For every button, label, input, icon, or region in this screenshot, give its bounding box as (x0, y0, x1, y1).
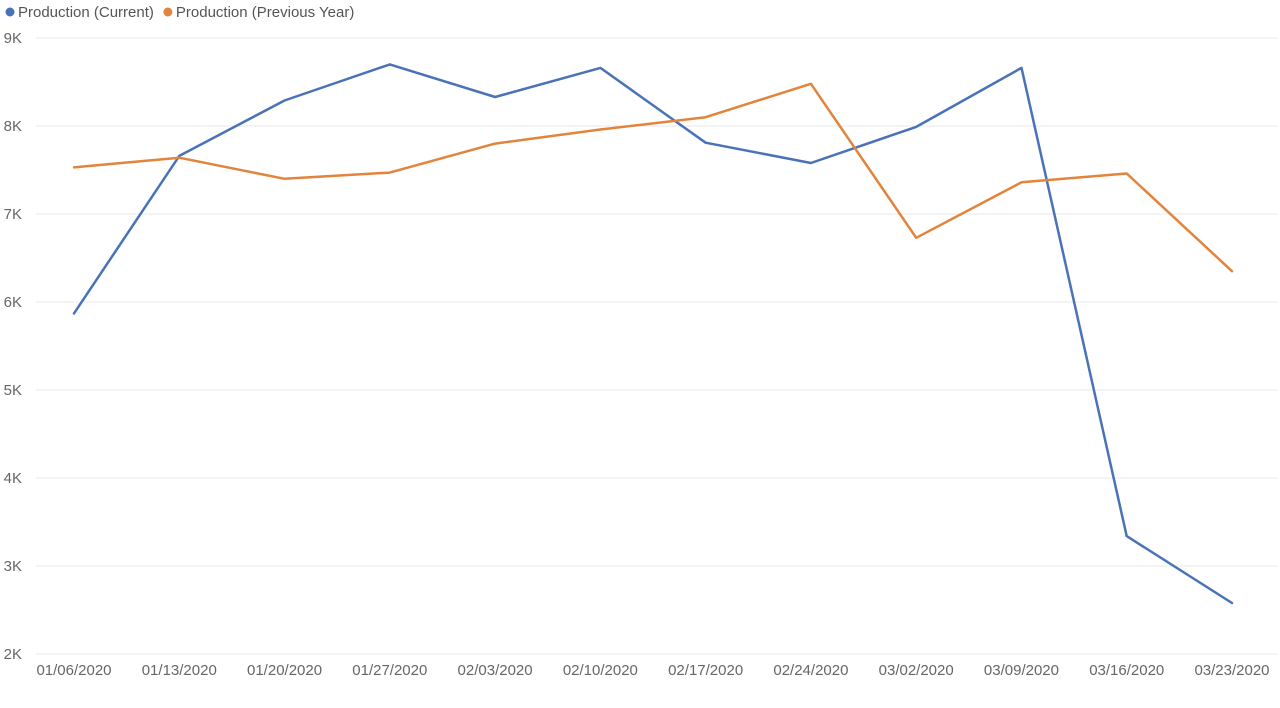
y-tick-label: 9K (4, 30, 22, 47)
data-point-series-0[interactable] (1124, 533, 1130, 539)
x-tick-label: 01/13/2020 (142, 662, 217, 679)
series-line-1 (72, 82, 1234, 273)
y-tick-label: 3K (4, 558, 22, 575)
data-point-series-0[interactable] (71, 310, 77, 316)
data-point-series-1[interactable] (808, 81, 814, 87)
x-tick-label: 03/09/2020 (984, 662, 1059, 679)
data-point-series-0[interactable] (913, 124, 919, 130)
series-line-0 (72, 63, 1234, 605)
legend-label: Production (Previous Year) (176, 4, 354, 21)
data-point-series-0[interactable] (703, 140, 709, 146)
x-tick-label: 03/02/2020 (879, 662, 954, 679)
data-point-series-0[interactable] (1018, 65, 1024, 71)
data-point-series-1[interactable] (176, 155, 182, 161)
data-point-series-0[interactable] (387, 61, 393, 67)
data-point-series-1[interactable] (1124, 171, 1130, 177)
data-point-series-1[interactable] (703, 114, 709, 120)
x-tick-label: 03/23/2020 (1194, 662, 1269, 679)
legend-label: Production (Current) (18, 4, 154, 21)
data-point-series-1[interactable] (913, 235, 919, 241)
x-axis: 01/06/2020 01/13/2020 01/20/2020 01/27/2020… (36, 662, 1269, 679)
data-point-series-1[interactable] (492, 141, 498, 147)
legend-marker (5, 7, 15, 17)
y-tick-label: 8K (4, 118, 22, 135)
legend: Production (Current) Production (Previous… (5, 4, 354, 21)
x-tick-label: 02/17/2020 (668, 662, 743, 679)
data-point-series-0[interactable] (808, 160, 814, 166)
y-tick-label: 7K (4, 206, 22, 223)
data-point-series-1[interactable] (282, 176, 288, 182)
gridlines (36, 37, 1278, 655)
data-point-series-0[interactable] (597, 65, 603, 71)
data-point-series-0[interactable] (282, 97, 288, 103)
legend-marker (163, 7, 173, 17)
y-tick-label: 2K (4, 646, 22, 663)
data-point-series-0[interactable] (492, 94, 498, 100)
data-point-series-1[interactable] (71, 164, 77, 170)
x-tick-label: 02/03/2020 (458, 662, 533, 679)
y-axis: 2K 3K 4K 5K 6K 7K 8K 9K (4, 30, 22, 663)
data-point-series-0[interactable] (1229, 600, 1235, 606)
data-point-series-1[interactable] (1229, 268, 1235, 274)
data-point-series-1[interactable] (597, 127, 603, 133)
legend-item-1[interactable]: Production (Previous Year) (163, 4, 354, 21)
y-tick-label: 5K (4, 382, 22, 399)
x-tick-label: 01/06/2020 (36, 662, 111, 679)
y-tick-label: 6K (4, 294, 22, 311)
x-tick-label: 02/24/2020 (773, 662, 848, 679)
x-tick-label: 01/27/2020 (352, 662, 427, 679)
legend-item-0[interactable]: Production (Current) (5, 4, 154, 21)
x-tick-label: 01/20/2020 (247, 662, 322, 679)
x-tick-label: 02/10/2020 (563, 662, 638, 679)
data-point-series-1[interactable] (387, 170, 393, 176)
x-tick-label: 03/16/2020 (1089, 662, 1164, 679)
series-group (71, 61, 1235, 606)
y-tick-label: 4K (4, 470, 22, 487)
data-point-series-1[interactable] (1018, 179, 1024, 185)
